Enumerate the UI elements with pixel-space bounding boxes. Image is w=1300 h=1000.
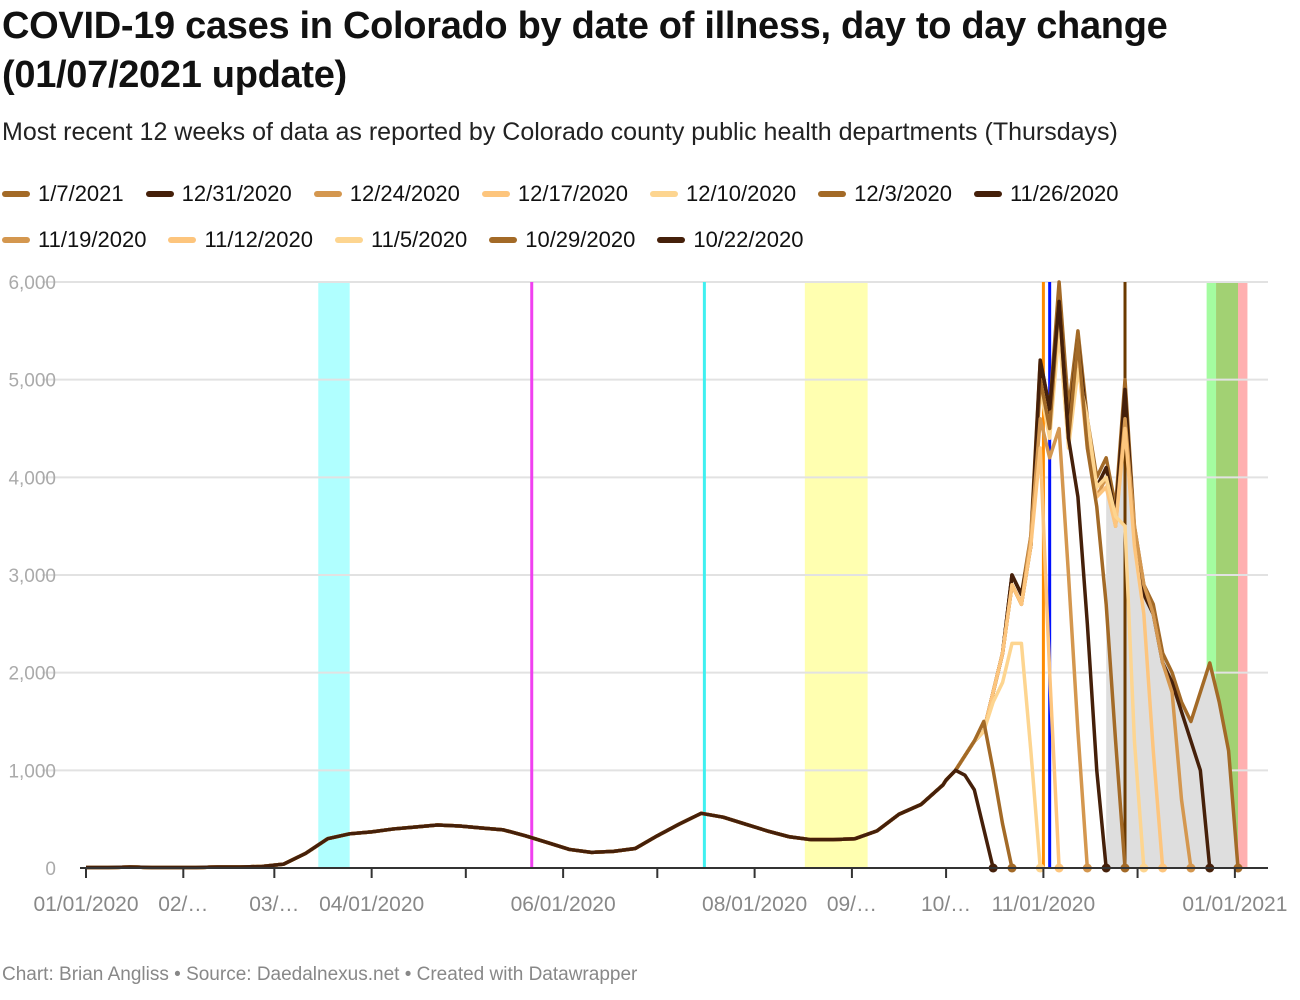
legend-item: 12/17/2020 bbox=[481, 180, 628, 208]
legend-label: 11/5/2020 bbox=[370, 227, 468, 252]
series-line-11-12-2020 bbox=[86, 446, 1061, 870]
legend-label: 11/19/2020 bbox=[38, 227, 147, 252]
legend-item: 12/10/2020 bbox=[649, 180, 797, 208]
legend-label: 12/24/2020 bbox=[349, 181, 460, 206]
shaded-area-fill bbox=[1106, 379, 1239, 868]
x-tick-label: 08/01/2020 bbox=[702, 893, 807, 916]
x-tick-label: 09/… bbox=[827, 893, 877, 916]
x-tick-label: 03/… bbox=[249, 893, 299, 916]
legend-swatch bbox=[649, 191, 678, 197]
legend-swatch bbox=[145, 191, 174, 197]
x-tick-label: 11/01/2020 bbox=[992, 893, 1096, 916]
legend-item: 11/26/2020 bbox=[973, 180, 1119, 208]
y-tick-label: 4,000 bbox=[8, 468, 56, 489]
legend-label: 11/26/2020 bbox=[1009, 181, 1119, 206]
legend-item: 11/19/2020 bbox=[2, 226, 146, 254]
legend-item: 11/12/2020 bbox=[168, 226, 313, 254]
y-tick-label: 0 bbox=[45, 859, 56, 880]
series-lines bbox=[86, 280, 1243, 873]
chart-footer: Chart: Brian Angliss • Source: Daedalnex… bbox=[2, 964, 638, 985]
shaded-area bbox=[1106, 379, 1239, 868]
series-line-10-22-2020 bbox=[86, 768, 995, 870]
legend-label: 10/22/2020 bbox=[693, 227, 804, 252]
gridlines: 0 1,000 2,000 3,000 4,000 5,000 6,000 bbox=[8, 273, 1268, 880]
legend-swatch bbox=[818, 191, 847, 197]
chart-title: COVID-19 cases in Colorado by date of il… bbox=[2, 5, 1168, 96]
legend-swatch bbox=[313, 191, 342, 197]
legend-item: 12/31/2020 bbox=[145, 180, 292, 208]
series-line-12-10-2020 bbox=[86, 329, 1146, 870]
legend-item: 12/3/2020 bbox=[818, 180, 952, 208]
legend: 1/7/2021 12/31/2020 12/24/2020 12/17/2020 12… bbox=[2, 180, 1292, 254]
series-line-10-29-2020 bbox=[86, 719, 1014, 870]
legend-item: 1/7/2021 bbox=[2, 180, 124, 208]
legend-item: 12/24/2020 bbox=[313, 180, 460, 208]
legend-label: 12/31/2020 bbox=[181, 181, 292, 206]
series-line-11-19-2020 bbox=[86, 416, 1090, 870]
y-tick-label: 6,000 bbox=[8, 273, 56, 294]
x-tick-label: 04/01/2020 bbox=[319, 893, 424, 916]
legend-label: 1/7/2021 bbox=[38, 181, 124, 206]
legend-swatch bbox=[168, 237, 197, 243]
series-line-11-26-2020 bbox=[86, 299, 1108, 870]
legend-label: 12/10/2020 bbox=[685, 181, 797, 206]
legend-swatch bbox=[334, 237, 363, 243]
y-tick-label: 5,000 bbox=[8, 371, 56, 392]
legend-label: 11/12/2020 bbox=[204, 227, 313, 252]
x-axis: 01/01/2020 02/… 03/… 04/01/2020 06/01/2020 08… bbox=[33, 867, 1287, 916]
legend-label: 12/17/2020 bbox=[517, 181, 628, 206]
x-tick-label: 02/… bbox=[158, 893, 208, 916]
x-tick-label: 01/01/2020 bbox=[33, 893, 138, 916]
y-tick-label: 2,000 bbox=[8, 664, 56, 685]
legend-label: 12/3/2020 bbox=[854, 181, 952, 206]
x-tick-label: 06/01/2020 bbox=[511, 893, 616, 916]
y-tick-label: 3,000 bbox=[8, 566, 56, 587]
x-tick-label: 10/… bbox=[921, 893, 971, 916]
legend-swatch bbox=[657, 237, 686, 243]
legend-swatch bbox=[2, 191, 30, 197]
legend-item: 11/5/2020 bbox=[334, 226, 468, 254]
legend-label: 10/29/2020 bbox=[525, 227, 636, 252]
series-line-12-17-2020 bbox=[86, 319, 1165, 870]
series-line-11-5-2020 bbox=[86, 641, 1043, 870]
x-tick-label: 01/01/2021 bbox=[1182, 893, 1287, 916]
legend-swatch bbox=[481, 191, 510, 197]
y-tick-label: 1,000 bbox=[8, 761, 56, 782]
chart-subtitle: Most recent 12 weeks of data as reported… bbox=[2, 118, 1118, 146]
legend-swatch bbox=[489, 237, 518, 243]
legend-item: 10/29/2020 bbox=[489, 226, 635, 254]
legend-item: 10/22/2020 bbox=[657, 226, 803, 254]
legend-swatch bbox=[973, 191, 1002, 197]
legend-swatch bbox=[2, 237, 30, 243]
